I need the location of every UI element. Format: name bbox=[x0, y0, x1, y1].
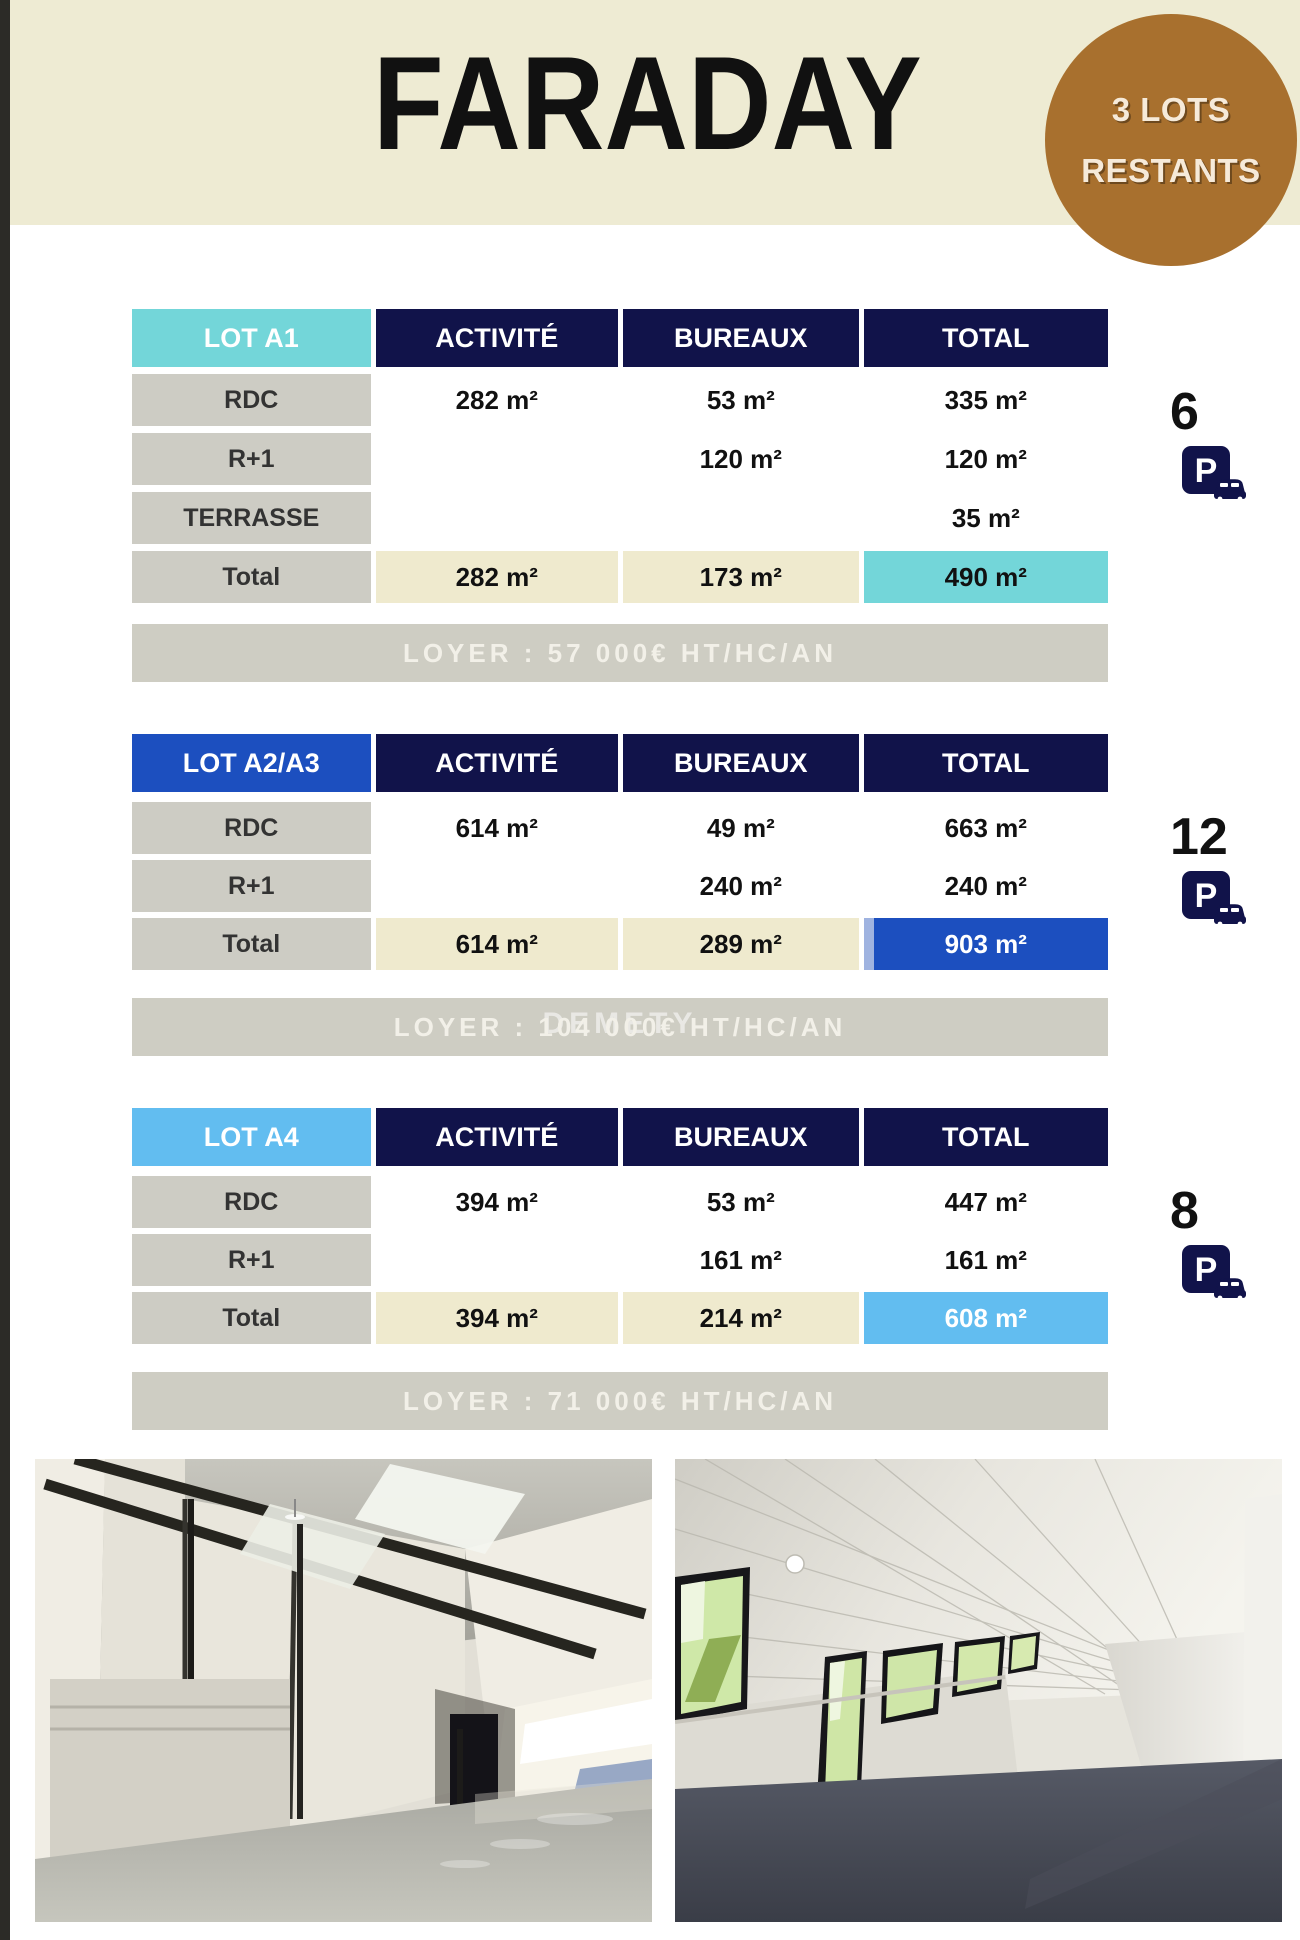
svg-text:P: P bbox=[1195, 1251, 1218, 1289]
svg-text:P: P bbox=[1195, 877, 1218, 915]
svg-text:P: P bbox=[1195, 452, 1218, 490]
